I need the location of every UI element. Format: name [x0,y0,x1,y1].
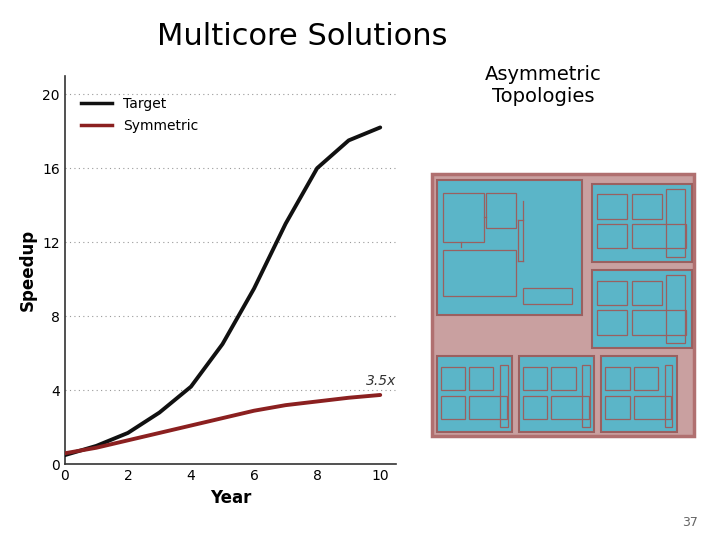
Bar [632,310,686,335]
Bar [523,395,547,418]
Text: 3.5x: 3.5x [366,375,397,388]
Bar [634,367,658,390]
Bar [469,395,507,418]
Bar [597,281,627,305]
Legend: Target, Symmetric: Target, Symmetric [78,94,201,136]
Bar [634,395,671,418]
Bar [632,224,686,248]
Bar [592,184,692,262]
Bar [552,395,589,418]
Bar [444,193,484,241]
Bar [606,367,629,390]
Bar [436,179,582,314]
Bar [552,367,575,390]
Y-axis label: Speedup: Speedup [19,229,37,311]
Bar [666,189,685,256]
Bar [436,356,512,432]
Bar [441,367,465,390]
Text: Asymmetric
Topologies: Asymmetric Topologies [485,65,602,106]
Bar [665,365,672,427]
Bar [487,193,516,228]
Bar [632,281,662,305]
Text: 37: 37 [683,516,698,529]
Bar [597,310,627,335]
Bar [582,365,590,427]
Bar [441,395,465,418]
Bar [523,367,547,390]
Bar [597,224,627,248]
X-axis label: Year: Year [210,489,251,507]
Bar [519,356,595,432]
Bar [444,249,516,295]
Text: Multicore Solutions: Multicore Solutions [157,22,448,51]
Bar [469,367,493,390]
Bar [601,356,677,432]
Bar [632,194,662,219]
Bar [597,194,627,219]
Bar [666,275,685,343]
Bar [523,287,572,303]
Bar [606,395,629,418]
Bar [500,365,508,427]
Bar [592,270,692,348]
